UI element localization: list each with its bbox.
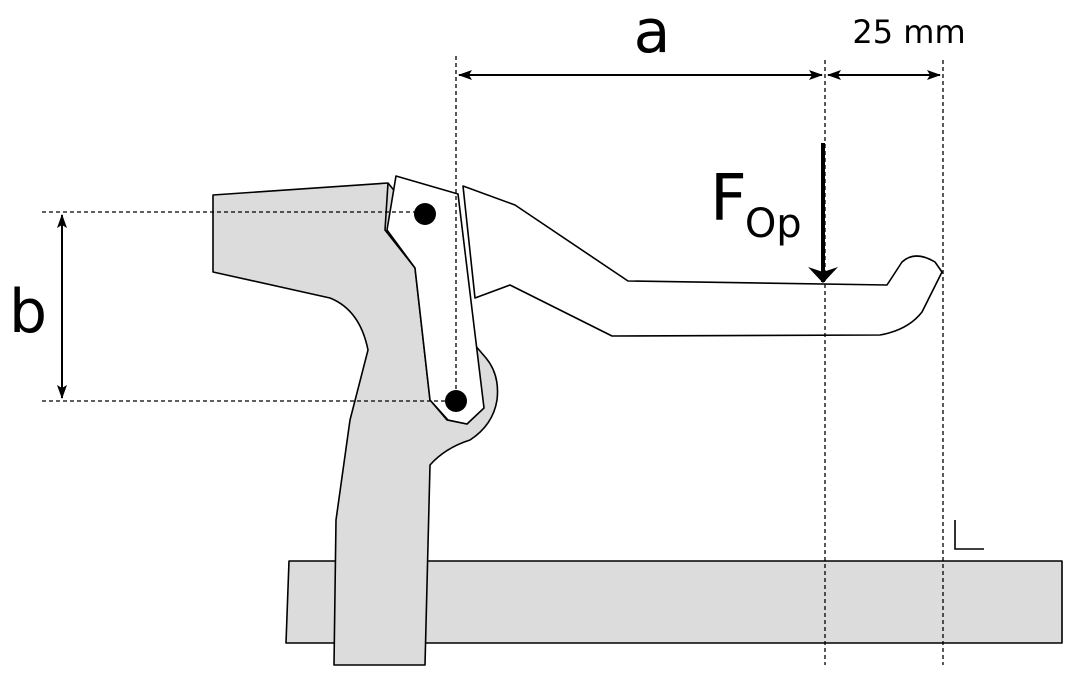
lever-blade (462, 185, 943, 337)
lower-pivot-point (445, 390, 467, 412)
right-angle-marker (954, 520, 984, 550)
operating-force-label: FOp (710, 162, 802, 247)
dimension-25mm-label: 25 mm (852, 13, 965, 51)
upper-pivot-point (414, 203, 436, 225)
reach-plate (386, 175, 485, 425)
force-subscript: Op (745, 201, 802, 247)
dimension-a-label: a (634, 0, 671, 67)
force-symbol: F (710, 162, 747, 236)
dimension-b-label: b (9, 277, 47, 347)
handlebar (285, 560, 1063, 644)
